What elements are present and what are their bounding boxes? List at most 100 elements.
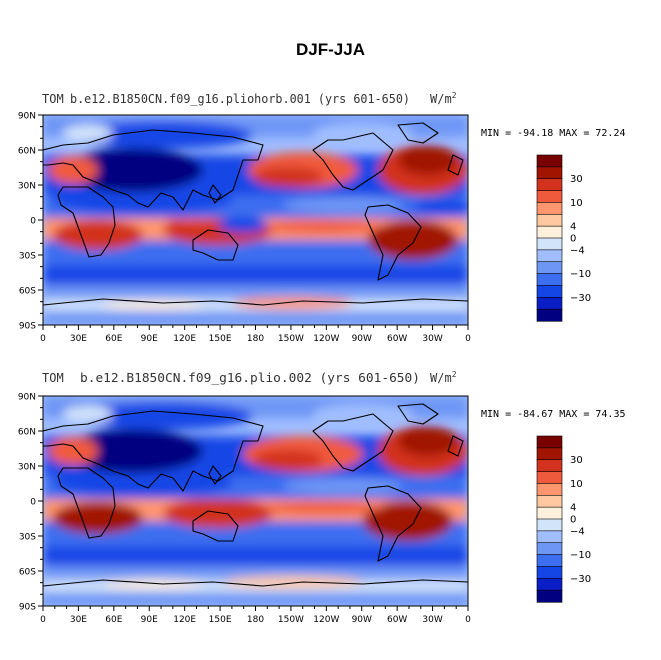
panel-2-lon-axis: 0 30E 60E 90E 120E 150E 180 150W 120W 90W 60W 30W 0 <box>40 606 471 625</box>
colorbar-swatch <box>536 249 563 263</box>
lat-tick-label: 60N <box>18 147 36 157</box>
lat-tick-label: 60N <box>18 428 36 438</box>
colorbar-swatch <box>536 166 563 180</box>
panel-2: TOM b.e12.B1850CN.f09_g16.plio.002 (yrs … <box>18 370 626 625</box>
panel-1-units-base: W/m <box>430 92 452 106</box>
lon-tick-label: 30W <box>422 334 442 344</box>
colorbar-label: 0 <box>570 234 576 245</box>
lon-tick-label: 0 <box>40 334 46 344</box>
colorbar-swatch <box>536 483 563 496</box>
colorbar-label: 30 <box>570 174 583 185</box>
lon-tick-label: 0 <box>465 615 471 625</box>
colorbar-label: 10 <box>570 198 583 209</box>
panel-2-lat-axis: 90N 60N 30N 0 30S 60S 90S <box>18 393 43 613</box>
colorbar-swatch <box>536 554 563 568</box>
colorbar-label: 4 <box>570 503 576 514</box>
lon-tick-label: 90E <box>141 615 158 625</box>
colorbar-label: −4 <box>570 526 585 537</box>
lon-tick-label: 30E <box>70 615 87 625</box>
colorbar-swatch <box>536 308 563 322</box>
colorbar-label: −10 <box>570 269 591 280</box>
lat-tick-label: 90S <box>19 603 36 613</box>
colorbar-label: −30 <box>570 574 591 585</box>
colorbar-swatch <box>536 494 563 508</box>
lat-tick-label: 90N <box>18 393 36 403</box>
colorbar-swatch <box>536 471 563 485</box>
panel-2-units: W/m2 <box>430 370 457 385</box>
colorbar-swatch <box>536 577 563 591</box>
colorbar-swatch <box>536 566 563 579</box>
lon-tick-label: 120E <box>173 334 196 344</box>
lon-tick-label: 30E <box>70 334 87 344</box>
lon-tick-label: 180 <box>247 615 264 625</box>
colorbar-swatch <box>536 459 563 473</box>
colorbar-swatch <box>536 285 563 298</box>
lat-tick-label: 0 <box>30 217 36 227</box>
lat-tick-label: 90S <box>19 322 36 332</box>
panel-1-map <box>43 115 468 325</box>
colorbar-swatch <box>536 225 563 239</box>
panel-2-colorbar: 30 10 40−4 −10 −30 <box>536 435 591 603</box>
panel-1-units-exponent: 2 <box>452 91 457 100</box>
lat-tick-label: 60S <box>19 287 36 297</box>
colorbar-swatch <box>536 589 563 603</box>
panel-1-min-max: MIN = -94.18 MAX = 72.24 <box>481 128 626 139</box>
lat-tick-label: 30S <box>19 533 36 543</box>
colorbar-swatch <box>536 435 563 449</box>
lat-tick-label: 30S <box>19 252 36 262</box>
colorbar-label: −30 <box>570 293 591 304</box>
panel-1-lon-axis: 0 30E 60E 90E 120E 150E 180 150W 120W 90W 60W 30W 0 <box>40 325 471 344</box>
colorbar-swatch <box>536 530 563 544</box>
lon-tick-label: 60E <box>105 334 122 344</box>
panel-1-units: W/m2 <box>430 91 457 106</box>
colorbar-swatch <box>536 447 563 461</box>
lon-tick-label: 60W <box>387 615 407 625</box>
colorbar-swatch <box>536 178 563 192</box>
lon-tick-label: 30W <box>422 615 442 625</box>
lon-tick-label: 120W <box>313 615 339 625</box>
lon-tick-label: 180 <box>247 334 264 344</box>
lon-tick-label: 0 <box>40 615 46 625</box>
lon-tick-label: 120E <box>173 615 196 625</box>
colorbar-label: 4 <box>570 222 576 233</box>
lon-tick-label: 90W <box>352 615 372 625</box>
lon-tick-label: 60W <box>387 334 407 344</box>
lon-tick-label: 150W <box>278 615 304 625</box>
lon-tick-label: 90W <box>352 334 372 344</box>
colorbar-swatch <box>536 542 563 556</box>
lat-tick-label: 30N <box>18 463 36 473</box>
panel-1-lat-axis: 90N 60N 30N 0 30S 60S 90S <box>18 112 43 332</box>
colorbar-label: 30 <box>570 455 583 466</box>
lat-tick-label: 0 <box>30 498 36 508</box>
lon-tick-label: 150E <box>209 615 232 625</box>
colorbar-label: −10 <box>570 550 591 561</box>
colorbar-swatch <box>536 506 563 520</box>
colorbar-swatch <box>536 202 563 215</box>
lon-tick-label: 60E <box>105 615 122 625</box>
panel-2-min-max: MIN = -84.67 MAX = 74.35 <box>481 409 626 420</box>
lat-tick-label: 30N <box>18 182 36 192</box>
lat-tick-label: 90N <box>18 112 36 122</box>
lon-tick-label: 150W <box>278 334 304 344</box>
panel-2-units-base: W/m <box>430 371 452 385</box>
colorbar-swatch <box>536 273 563 287</box>
colorbar-swatch <box>536 237 563 251</box>
colorbar-swatch <box>536 213 563 227</box>
figure-title: DJF-JJA <box>296 40 365 59</box>
colorbar-label: −4 <box>570 245 585 256</box>
lon-tick-label: 150E <box>209 334 232 344</box>
panel-1: TOM b.e12.B1850CN.f09_g16.pliohorb.001 (… <box>18 91 626 344</box>
panel-2-units-exponent: 2 <box>452 370 457 379</box>
panel-2-map <box>43 396 468 606</box>
lon-tick-label: 0 <box>465 334 471 344</box>
lon-tick-label: 90E <box>141 334 158 344</box>
panel-2-case-title: b.e12.B1850CN.f09_g16.plio.002 (yrs 601-… <box>80 371 420 385</box>
colorbar-swatch <box>536 296 563 310</box>
panel-2-left-title: TOM <box>42 371 64 385</box>
colorbar-swatch <box>536 261 563 275</box>
colorbar-swatch <box>536 518 563 532</box>
colorbar-label: 0 <box>570 515 576 526</box>
panel-1-colorbar: 30 10 40−4 −10 −30 <box>536 154 591 322</box>
colorbar-swatch <box>536 154 563 168</box>
